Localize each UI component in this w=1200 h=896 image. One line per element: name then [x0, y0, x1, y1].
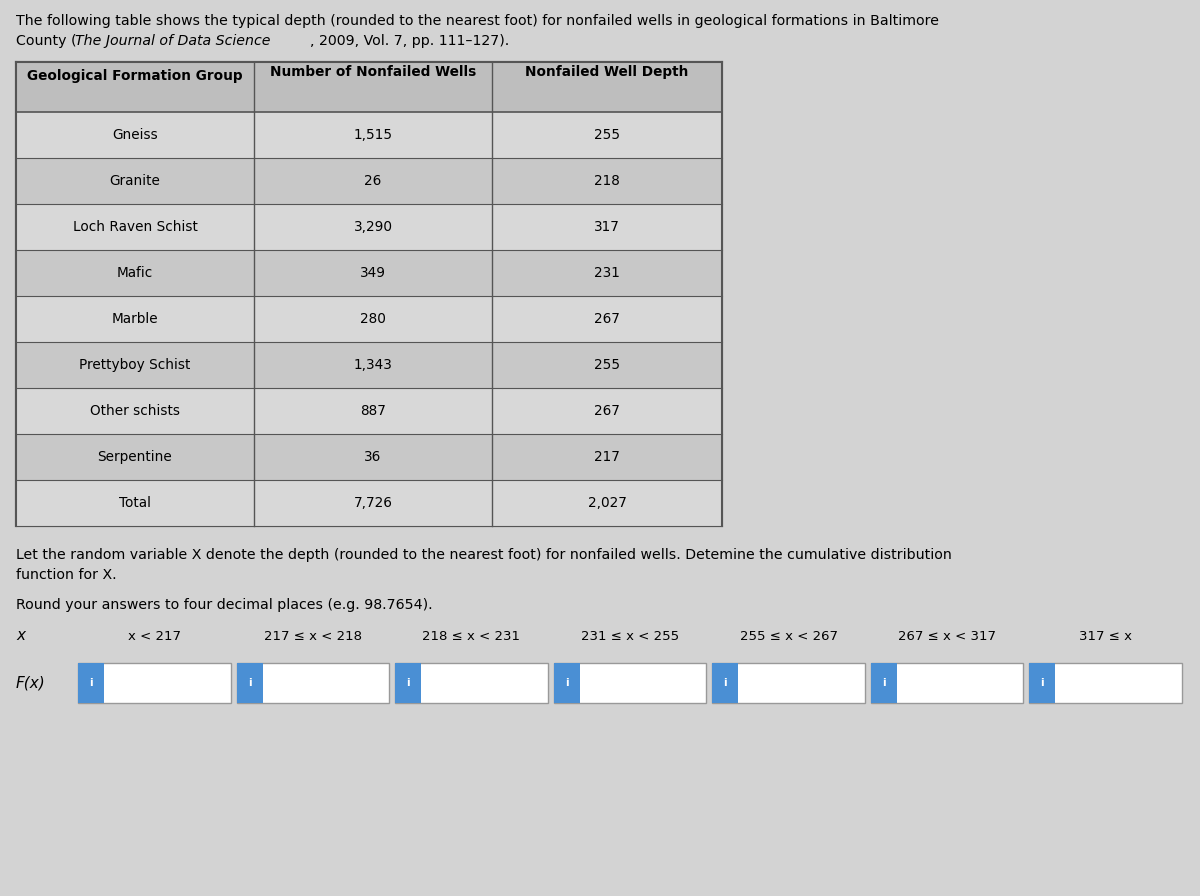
Bar — [16, 388, 722, 434]
Text: 26: 26 — [365, 174, 382, 188]
Bar — [16, 342, 722, 388]
Text: 217 ≤ x < 218: 217 ≤ x < 218 — [264, 630, 362, 642]
Text: 267: 267 — [594, 404, 620, 418]
Bar — [16, 296, 722, 342]
Text: 218: 218 — [594, 174, 620, 188]
Text: Prettyboy Schist: Prettyboy Schist — [79, 358, 191, 372]
Text: Number of Nonfailed Wells: Number of Nonfailed Wells — [270, 65, 476, 79]
Text: i: i — [1040, 678, 1044, 688]
Text: 887: 887 — [360, 404, 386, 418]
Text: i: i — [882, 678, 886, 688]
Text: The Journal of Data Science: The Journal of Data Science — [74, 34, 270, 48]
Text: Total: Total — [119, 496, 151, 510]
Text: Serpentine: Serpentine — [97, 450, 173, 464]
Text: x: x — [16, 628, 25, 643]
Text: The following table shows the typical depth (rounded to the nearest foot) for no: The following table shows the typical de… — [16, 14, 940, 28]
Bar — [871, 663, 896, 703]
Bar — [16, 204, 722, 250]
Bar — [16, 158, 722, 204]
Text: Gneiss: Gneiss — [112, 128, 158, 142]
Text: Mafic: Mafic — [116, 266, 154, 280]
Bar — [16, 62, 722, 112]
Text: Round your answers to four decimal places (e.g. 98.7654).: Round your answers to four decimal place… — [16, 598, 433, 612]
Text: i: i — [247, 678, 251, 688]
Text: Other schists: Other schists — [90, 404, 180, 418]
Text: Nonfailed Well Depth: Nonfailed Well Depth — [526, 65, 689, 79]
Text: 317: 317 — [594, 220, 620, 234]
Text: i: i — [89, 678, 92, 688]
Text: 1,343: 1,343 — [354, 358, 392, 372]
Text: 217: 217 — [594, 450, 620, 464]
Bar — [16, 112, 722, 158]
Text: 231: 231 — [594, 266, 620, 280]
Bar — [553, 663, 580, 703]
Text: 255 ≤ x < 267: 255 ≤ x < 267 — [739, 630, 838, 642]
Bar — [713, 663, 865, 703]
Bar — [16, 62, 722, 526]
Bar — [78, 663, 104, 703]
Bar — [395, 663, 547, 703]
Text: x < 217: x < 217 — [127, 630, 181, 642]
Text: i: i — [565, 678, 569, 688]
Text: 2,027: 2,027 — [588, 496, 626, 510]
Text: 36: 36 — [365, 450, 382, 464]
Text: 255: 255 — [594, 128, 620, 142]
Text: i: i — [407, 678, 410, 688]
Text: F(x): F(x) — [16, 676, 46, 691]
Text: , 2009, Vol. 7, pp. 111–127).: , 2009, Vol. 7, pp. 111–127). — [310, 34, 509, 48]
Text: 7,726: 7,726 — [354, 496, 392, 510]
Bar — [871, 663, 1024, 703]
Text: i: i — [724, 678, 727, 688]
Text: County (: County ( — [16, 34, 77, 48]
Bar — [16, 250, 722, 296]
Bar — [395, 663, 421, 703]
Bar — [1030, 663, 1182, 703]
Text: 3,290: 3,290 — [354, 220, 392, 234]
Bar — [713, 663, 738, 703]
Text: 231 ≤ x < 255: 231 ≤ x < 255 — [581, 630, 679, 642]
Text: Granite: Granite — [109, 174, 161, 188]
Bar — [236, 663, 389, 703]
Text: 349: 349 — [360, 266, 386, 280]
Bar — [16, 434, 722, 480]
Text: Loch Raven Schist: Loch Raven Schist — [72, 220, 198, 234]
Bar — [236, 663, 263, 703]
Text: 218 ≤ x < 231: 218 ≤ x < 231 — [422, 630, 521, 642]
Text: Let the random variable X denote the depth (rounded to the nearest foot) for non: Let the random variable X denote the dep… — [16, 548, 952, 562]
Text: 267 ≤ x < 317: 267 ≤ x < 317 — [898, 630, 996, 642]
Text: function for X.: function for X. — [16, 568, 116, 582]
Bar — [16, 480, 722, 526]
Text: 267: 267 — [594, 312, 620, 326]
Text: Marble: Marble — [112, 312, 158, 326]
Text: 255: 255 — [594, 358, 620, 372]
Bar — [1030, 663, 1056, 703]
Text: Geological Formation Group: Geological Formation Group — [28, 69, 242, 83]
Text: 280: 280 — [360, 312, 386, 326]
Text: 1,515: 1,515 — [354, 128, 392, 142]
Bar — [553, 663, 707, 703]
Bar — [78, 663, 230, 703]
Text: 317 ≤ x: 317 ≤ x — [1079, 630, 1133, 642]
